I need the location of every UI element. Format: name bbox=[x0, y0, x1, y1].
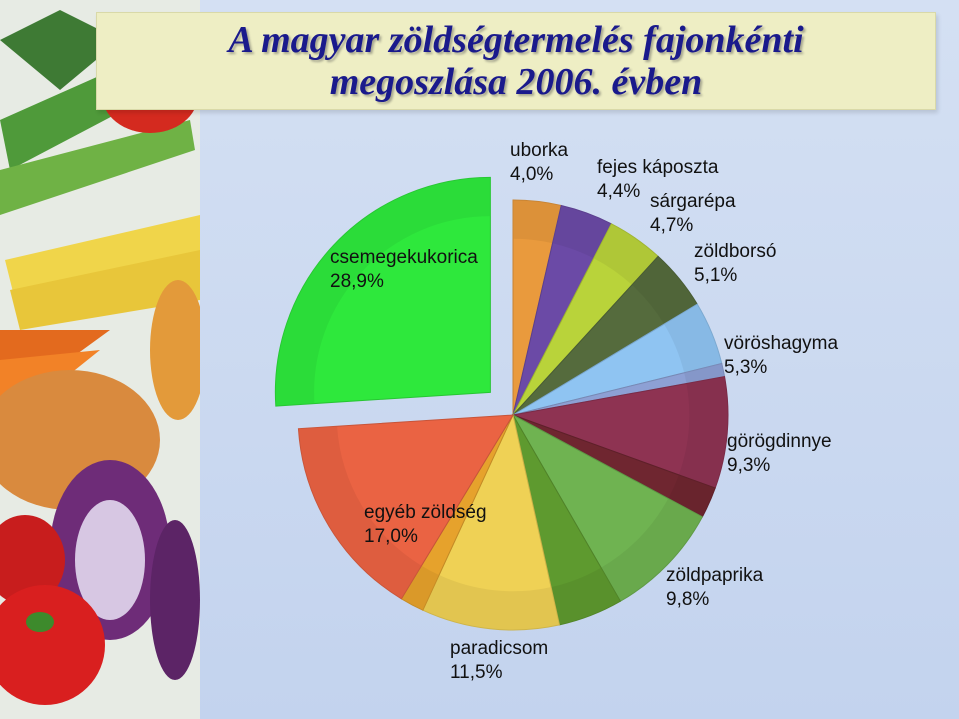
label-zoldpaprika-value: 9,8% bbox=[666, 589, 709, 610]
label-egyeb-zoldseg: egyéb zöldség 17,0% bbox=[364, 502, 492, 547]
label-gorogdinnye-name: görögdinnye bbox=[727, 431, 832, 452]
slice-rim-fejes-kaposzta bbox=[552, 205, 612, 259]
label-zoldborso: zöldborsó 5,1% bbox=[694, 241, 782, 286]
label-voroshagyma-value: 5,3% bbox=[724, 357, 767, 378]
label-csemegekukorica: csemegekukorica 28,9% bbox=[330, 247, 483, 292]
slice-rim-csemegekukorica bbox=[275, 177, 491, 407]
label-sargarepa-value: 4,7% bbox=[650, 215, 693, 236]
label-fejes-kaposzta-value: 4,4% bbox=[597, 181, 640, 202]
label-voroshagyma-name: vöröshagyma bbox=[724, 333, 838, 354]
slice-rim-uborka bbox=[513, 200, 562, 244]
label-gorogdinnye: görögdinnye 9,3% bbox=[727, 431, 837, 476]
title-line-1: A magyar zöldségtermelés fajonkénti bbox=[228, 19, 804, 61]
slice-rim-egyeb-zoldseg bbox=[298, 426, 422, 599]
slice-rim-voroshagyma bbox=[664, 304, 722, 373]
label-gorogdinnye-value: 9,3% bbox=[727, 455, 770, 476]
label-zoldpaprika-name: zöldpaprika bbox=[666, 565, 764, 586]
label-zoldborso-value: 5,1% bbox=[694, 265, 737, 286]
label-voroshagyma: vöröshagyma 5,3% bbox=[724, 333, 843, 378]
label-uborka-value: 4,0% bbox=[510, 164, 553, 185]
slice-rim-segment-11 bbox=[401, 565, 440, 611]
slice-rim-zoldborso bbox=[631, 256, 698, 325]
chart-title: A magyar zöldségtermelés fajonkénti mego… bbox=[96, 12, 936, 110]
slice-rim-segment-9 bbox=[551, 567, 621, 625]
label-csemegekukorica-value: 28,9% bbox=[330, 271, 384, 292]
slice-rim-sargarepa bbox=[593, 223, 659, 285]
label-sargarepa: sárgarépa 4,7% bbox=[650, 191, 741, 236]
label-fejes-kaposzta-name: fejes káposzta bbox=[597, 157, 719, 178]
label-egyeb-zoldseg-name: egyéb zöldség bbox=[364, 502, 487, 523]
title-line-2: megoszlása 2006. évben bbox=[329, 61, 703, 103]
slice-rim-zoldpaprika bbox=[601, 498, 703, 602]
vegetables-photo bbox=[0, 0, 200, 719]
label-fejes-kaposzta: fejes káposzta 4,4% bbox=[597, 157, 724, 202]
label-paradicsom: paradicsom 11,5% bbox=[450, 638, 554, 683]
label-paradicsom-name: paradicsom bbox=[450, 638, 548, 659]
slice-rim-gorogdinnye bbox=[678, 376, 729, 488]
label-egyeb-zoldseg-value: 17,0% bbox=[364, 526, 418, 547]
label-csemegekukorica-name: csemegekukorica bbox=[330, 247, 478, 268]
label-sargarepa-name: sárgarépa bbox=[650, 191, 736, 212]
slice-rim-segment-7 bbox=[668, 474, 716, 517]
slice-rim-paradicsom bbox=[422, 575, 560, 630]
label-uborka-name: uborka bbox=[510, 140, 569, 161]
label-zoldpaprika: zöldpaprika 9,8% bbox=[666, 565, 768, 610]
label-zoldborso-name: zöldborsó bbox=[694, 241, 776, 262]
label-paradicsom-value: 11,5% bbox=[450, 662, 503, 683]
slice-rim-segment-5 bbox=[684, 363, 725, 384]
label-uborka: uborka 4,0% bbox=[510, 140, 573, 185]
